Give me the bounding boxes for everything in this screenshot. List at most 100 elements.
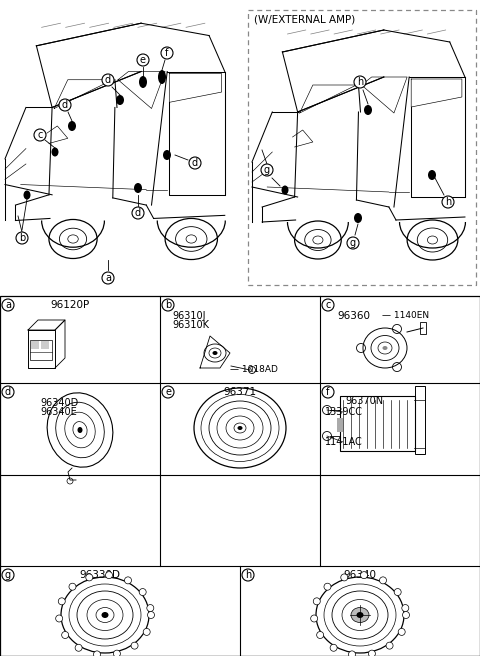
Text: h: h: [445, 197, 451, 207]
Circle shape: [124, 577, 132, 584]
Text: 96310J: 96310J: [172, 311, 205, 321]
Bar: [41, 341, 49, 349]
Circle shape: [106, 571, 112, 579]
Circle shape: [347, 237, 359, 249]
Circle shape: [369, 650, 375, 656]
Text: 96371: 96371: [223, 387, 257, 397]
Circle shape: [113, 650, 120, 656]
Ellipse shape: [357, 612, 363, 618]
Circle shape: [403, 611, 409, 619]
Text: b: b: [19, 233, 25, 243]
Circle shape: [137, 54, 149, 66]
Circle shape: [75, 644, 82, 651]
Ellipse shape: [364, 105, 372, 115]
Circle shape: [131, 642, 138, 649]
Text: f: f: [165, 48, 168, 58]
Text: 96340D: 96340D: [40, 398, 78, 408]
Circle shape: [86, 574, 93, 581]
Text: 96340: 96340: [344, 570, 376, 580]
Ellipse shape: [51, 148, 59, 157]
Ellipse shape: [139, 76, 147, 88]
Circle shape: [348, 651, 356, 656]
Text: g: g: [264, 165, 270, 175]
Circle shape: [380, 577, 386, 584]
Circle shape: [139, 588, 146, 596]
Ellipse shape: [101, 612, 108, 618]
Text: d: d: [62, 100, 68, 110]
Circle shape: [94, 651, 100, 656]
Circle shape: [61, 632, 69, 638]
Circle shape: [2, 569, 14, 581]
Text: c: c: [37, 130, 43, 140]
Ellipse shape: [354, 213, 362, 223]
Ellipse shape: [428, 170, 436, 180]
Circle shape: [189, 157, 201, 169]
Text: — 1140EN: — 1140EN: [382, 312, 429, 321]
Bar: [0, 296, 480, 656]
Circle shape: [442, 196, 454, 208]
Text: 1141AC: 1141AC: [325, 437, 363, 447]
Ellipse shape: [68, 121, 76, 131]
Ellipse shape: [158, 70, 166, 84]
Text: 96340E: 96340E: [40, 407, 77, 417]
Text: c: c: [325, 300, 331, 310]
Bar: [248, 10, 476, 285]
Ellipse shape: [116, 95, 124, 105]
Circle shape: [147, 611, 155, 619]
Circle shape: [56, 615, 63, 622]
Text: a: a: [105, 273, 111, 283]
Circle shape: [162, 386, 174, 398]
Circle shape: [313, 598, 320, 605]
Ellipse shape: [351, 607, 369, 623]
Circle shape: [317, 632, 324, 638]
Text: 96360: 96360: [337, 311, 370, 321]
Circle shape: [2, 299, 14, 311]
Text: f: f: [326, 387, 330, 397]
Circle shape: [34, 129, 46, 141]
Text: e: e: [165, 387, 171, 397]
Text: b: b: [165, 300, 171, 310]
Text: d: d: [135, 208, 141, 218]
Ellipse shape: [238, 426, 242, 430]
Text: a: a: [5, 300, 11, 310]
Circle shape: [330, 644, 337, 651]
Text: d: d: [5, 387, 11, 397]
Bar: [337, 418, 343, 432]
Ellipse shape: [163, 150, 171, 160]
Ellipse shape: [77, 427, 83, 433]
Text: g: g: [5, 570, 11, 580]
Circle shape: [132, 207, 144, 219]
Circle shape: [242, 569, 254, 581]
Circle shape: [398, 628, 405, 636]
Text: — 1018AD: — 1018AD: [230, 365, 278, 375]
Text: 1339CC: 1339CC: [325, 407, 363, 417]
Circle shape: [161, 47, 173, 59]
Text: h: h: [357, 77, 363, 87]
Text: d: d: [105, 75, 111, 85]
Ellipse shape: [213, 351, 217, 355]
Ellipse shape: [281, 186, 288, 194]
Circle shape: [59, 99, 71, 111]
Ellipse shape: [383, 346, 387, 350]
Circle shape: [16, 232, 28, 244]
Text: d: d: [192, 158, 198, 168]
Circle shape: [311, 615, 318, 622]
Text: h: h: [245, 570, 251, 580]
Text: 96370N: 96370N: [345, 396, 383, 406]
Ellipse shape: [134, 183, 142, 193]
Text: 96120P: 96120P: [50, 300, 90, 310]
Circle shape: [341, 574, 348, 581]
Circle shape: [69, 583, 76, 590]
Ellipse shape: [24, 190, 31, 199]
Circle shape: [102, 272, 114, 284]
Circle shape: [386, 642, 393, 649]
Circle shape: [102, 74, 114, 86]
Bar: [415, 386, 425, 454]
Circle shape: [162, 299, 174, 311]
Circle shape: [354, 76, 366, 88]
Circle shape: [360, 571, 368, 579]
Bar: [420, 322, 426, 334]
Bar: [340, 396, 415, 451]
Circle shape: [322, 299, 334, 311]
Circle shape: [394, 588, 401, 596]
